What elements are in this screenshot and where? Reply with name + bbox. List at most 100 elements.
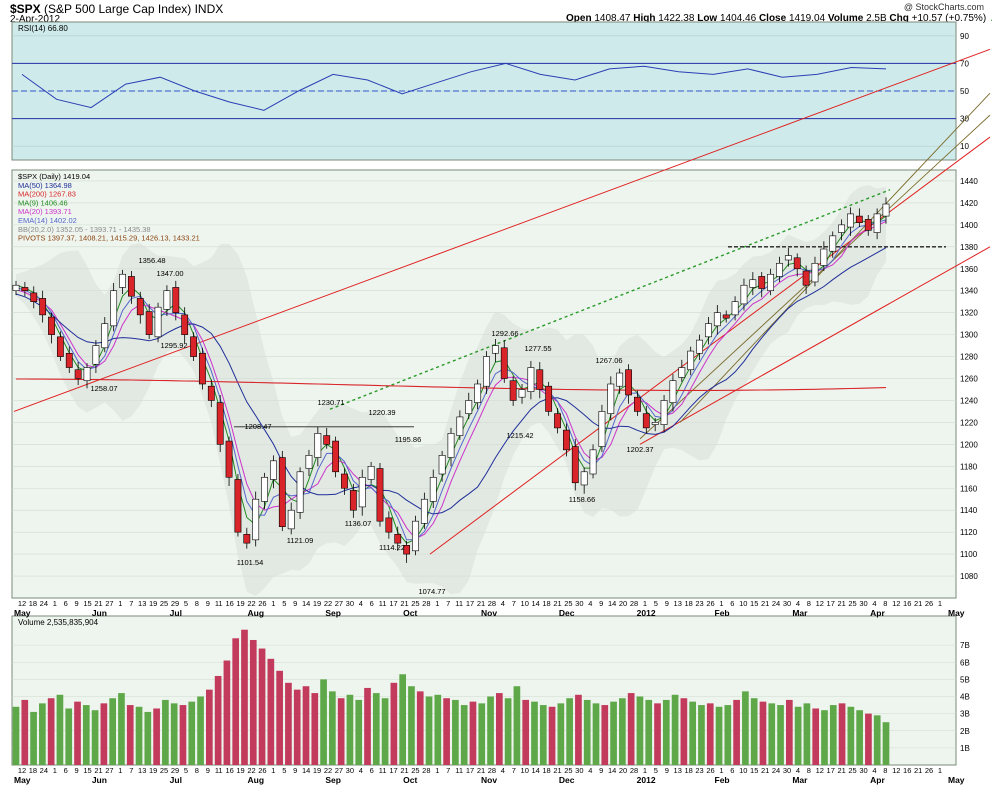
volume-day-label: 26 xyxy=(925,766,933,775)
price-tick-label: 1300 xyxy=(960,331,978,340)
price-day-label: 25 xyxy=(848,599,856,608)
price-annotation: 1158.66 xyxy=(569,495,596,504)
candle-body xyxy=(820,248,828,266)
price-day-label: 29 xyxy=(171,599,179,608)
volume-day-label: 6 xyxy=(64,766,68,775)
price-annotation: 1074.77 xyxy=(418,587,445,596)
volume-day-label: 11 xyxy=(215,766,223,775)
candle-body xyxy=(287,509,295,530)
volume-bar xyxy=(777,705,784,765)
rsi-tick-label: 70 xyxy=(960,59,969,68)
price-annotation: 1292.66 xyxy=(491,329,518,338)
price-day-label: 17 xyxy=(827,599,835,608)
price-annotation: 1267.06 xyxy=(595,356,622,365)
volume-day-label: 1 xyxy=(435,766,439,775)
volume-day-label: 6 xyxy=(730,766,734,775)
price-annotation: 1208.47 xyxy=(244,422,271,431)
price-day-label: 25 xyxy=(160,599,168,608)
volume-bar xyxy=(812,708,820,765)
price-day-label: 8 xyxy=(195,599,199,608)
volume-bar xyxy=(346,694,354,765)
price-day-label: 11 xyxy=(215,599,223,608)
price-annotation: 1347.00 xyxy=(156,269,183,278)
volume-bar xyxy=(627,693,635,765)
price-month-label: Jun xyxy=(92,608,107,618)
volume-bar xyxy=(285,682,292,765)
candle-body xyxy=(607,383,615,414)
volume-day-label: 26 xyxy=(706,766,714,775)
volume-day-label: 21 xyxy=(94,766,102,775)
legend-entry: MA(9) 1406.46 xyxy=(18,198,68,207)
volume-tick-label: 3B xyxy=(960,710,970,719)
candle-body xyxy=(474,383,482,403)
volume-bar xyxy=(320,679,327,765)
candle-body xyxy=(456,416,464,436)
candle-body xyxy=(518,389,526,398)
volume-bar xyxy=(671,694,679,765)
volume-day-label: 25 xyxy=(411,766,419,775)
price-day-label: 19 xyxy=(149,599,157,608)
volume-day-label: 9 xyxy=(665,766,669,775)
volume-day-label: 24 xyxy=(40,766,48,775)
price-day-label: 14 xyxy=(531,599,539,608)
volume-bar xyxy=(302,686,310,765)
price-day-label: 16 xyxy=(903,599,911,608)
volume-label: Volume 2,535,835,904 xyxy=(18,618,99,627)
candle-body xyxy=(349,490,357,511)
volume-day-label: 10 xyxy=(521,766,529,775)
price-day-label: 9 xyxy=(75,599,79,608)
price-day-label: 7 xyxy=(129,599,133,608)
price-day-label: 6 xyxy=(730,599,734,608)
volume-bar xyxy=(434,694,442,765)
price-tick-label: 1400 xyxy=(960,221,978,230)
exchange: INDX xyxy=(194,2,224,16)
price-day-label: 10 xyxy=(521,599,529,608)
volume-day-label: 4 xyxy=(359,766,363,775)
volume-label: Volume xyxy=(827,13,864,24)
price-annotation: 1195.86 xyxy=(395,435,422,444)
price-day-label: 18 xyxy=(29,599,37,608)
price-day-label: 16 xyxy=(225,599,233,608)
price-day-label: 1 xyxy=(719,599,723,608)
price-day-label: 9 xyxy=(599,599,603,608)
price-tick-label: 1100 xyxy=(960,550,978,559)
volume-day-label: 7 xyxy=(129,766,133,775)
price-day-label: 26 xyxy=(706,599,714,608)
volume-day-label: 21 xyxy=(914,766,922,775)
volume-bar xyxy=(267,658,275,765)
volume-day-label: 4 xyxy=(588,766,592,775)
volume-bar xyxy=(188,701,196,765)
volume-month-label: Nov xyxy=(481,775,497,785)
candle-body xyxy=(83,367,91,382)
volume-day-label: 14 xyxy=(608,766,616,775)
price-annotation: 1277.55 xyxy=(524,344,551,353)
candle-body xyxy=(571,446,579,484)
candle-body xyxy=(119,273,126,288)
candle-body xyxy=(509,380,517,401)
price-day-label: 4 xyxy=(359,599,363,608)
candle-body xyxy=(412,520,419,552)
volume-day-label: 1 xyxy=(719,766,723,775)
candle-body xyxy=(92,345,100,365)
price-day-label: 5 xyxy=(654,599,658,608)
candle-body xyxy=(447,433,455,458)
volume-day-label: 1 xyxy=(938,766,942,775)
volume-bar xyxy=(452,699,459,765)
candle-body xyxy=(376,468,384,522)
volume-day-label: 14 xyxy=(531,766,539,775)
price-day-label: 21 xyxy=(477,599,485,608)
volume-bar xyxy=(91,710,99,765)
price-tick-label: 1380 xyxy=(960,243,978,252)
candle-body xyxy=(367,466,375,480)
price-day-label: 6 xyxy=(370,599,374,608)
candle-body xyxy=(323,435,331,445)
candle-body xyxy=(660,400,668,425)
price-tick-label: 1200 xyxy=(960,440,978,449)
candle-body xyxy=(30,292,38,302)
candle-body xyxy=(740,284,748,305)
volume-bar xyxy=(724,705,732,765)
volume-day-label: 23 xyxy=(695,766,703,775)
price-day-label: 21 xyxy=(761,599,769,608)
candle-body xyxy=(722,314,730,319)
legend-entry: MA(20) 1393.71 xyxy=(18,207,72,216)
